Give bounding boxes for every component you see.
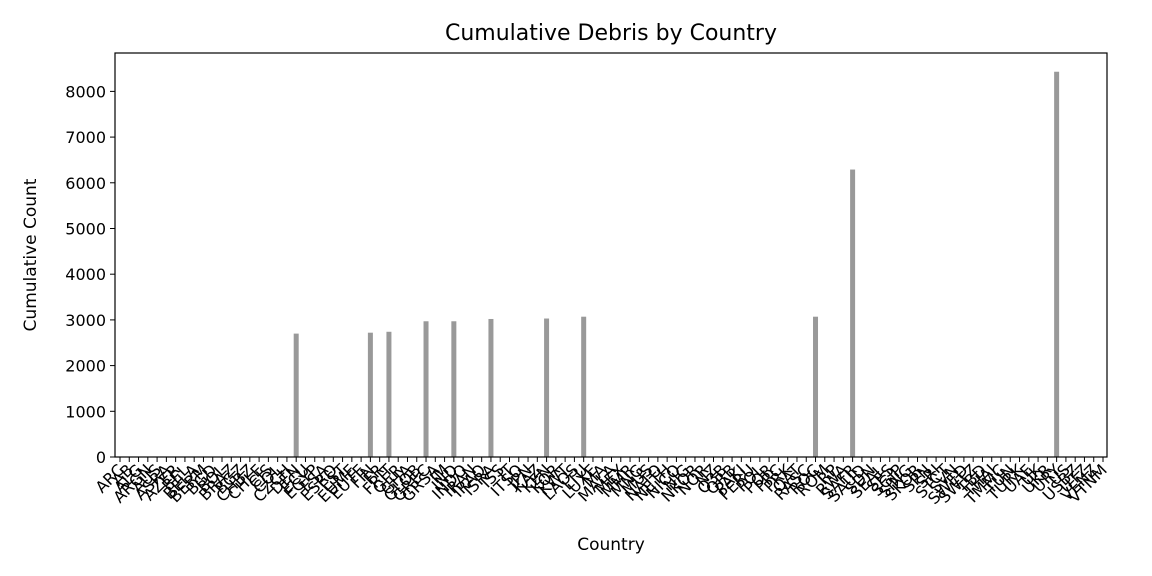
y-tick-label: 6000	[65, 174, 106, 193]
bar-grec	[423, 321, 429, 457]
y-tick-label: 2000	[65, 357, 106, 376]
x-axis-label: Country	[577, 535, 645, 555]
y-tick-label: 3000	[65, 311, 106, 330]
y-tick-label: 1000	[65, 402, 106, 421]
y-tick-label: 7000	[65, 128, 106, 147]
chart-title: Cumulative Debris by Country	[445, 21, 777, 46]
bar-roc	[813, 316, 819, 457]
bar-ltu	[581, 316, 587, 457]
bar-ury	[1054, 71, 1060, 458]
x-axis: ARCABALGARGNAUSASRAAZERBELBELABERMBGDBOL…	[91, 457, 1111, 509]
bar-ind	[451, 321, 457, 457]
plot-frame	[114, 52, 1108, 458]
y-tick-label: 0	[96, 448, 106, 467]
bars-group	[293, 71, 1060, 458]
bar-isra	[488, 318, 494, 457]
y-axis-label: Cumulative Count	[21, 178, 41, 331]
bar-ken	[544, 318, 550, 457]
bar-frit	[386, 331, 392, 457]
bar-safr	[850, 169, 856, 458]
y-tick-label: 8000	[65, 82, 106, 101]
y-axis: 0 1000 2000 3000 4000 5000 6000 7000 8000	[65, 82, 115, 467]
y-tick-label: 5000	[65, 219, 106, 238]
bar-den	[293, 333, 299, 457]
y-tick-label: 4000	[65, 265, 106, 284]
bar-fin	[367, 332, 373, 457]
